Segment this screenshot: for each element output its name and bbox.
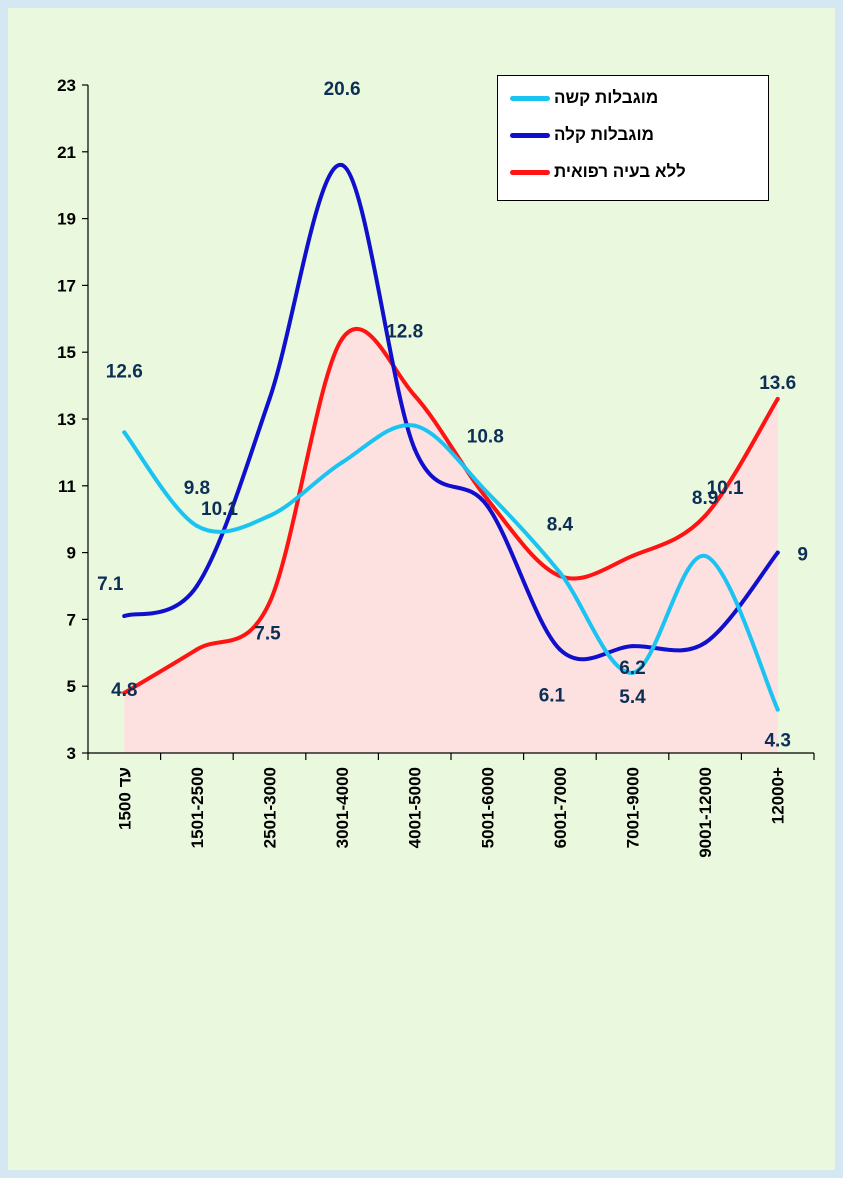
data-point <box>630 670 635 675</box>
y-tick-label: 7 <box>67 610 76 629</box>
y-tick-label: 13 <box>57 410 76 429</box>
data-point <box>485 503 490 508</box>
data-label: 6.2 <box>619 658 645 679</box>
x-tick-label: עד 1500 <box>115 767 134 830</box>
legend-swatch <box>510 169 550 175</box>
data-point <box>412 393 417 398</box>
legend-label: ללא בעיה רפואית <box>554 162 686 181</box>
data-label: 4.3 <box>764 731 790 752</box>
y-tick-label: 15 <box>57 343 76 362</box>
data-label: 9 <box>797 545 808 566</box>
legend-item: מוגבלות קשה <box>510 84 658 112</box>
y-tick-label: 23 <box>57 76 76 95</box>
data-point <box>485 490 490 495</box>
data-point <box>340 460 345 465</box>
area-fill <box>124 328 778 753</box>
data-point <box>122 430 127 435</box>
legend-swatch <box>510 95 550 101</box>
legend-label: מוגבלות קלה <box>554 125 654 144</box>
y-tick-label: 17 <box>57 276 76 295</box>
data-label: 6.1 <box>539 685 566 706</box>
legend-item: ללא בעיה רפואית <box>510 158 686 186</box>
data-point <box>630 644 635 649</box>
x-tick-label: 7001-9000 <box>624 767 643 848</box>
data-point <box>412 447 417 452</box>
y-tick-label: 19 <box>57 210 76 229</box>
y-tick-label: 21 <box>57 143 76 162</box>
data-label: 9.8 <box>184 478 210 499</box>
data-label: 8.4 <box>547 515 574 536</box>
data-point <box>267 396 272 401</box>
data-point <box>340 163 345 168</box>
x-tick-label: 12000+ <box>769 767 788 824</box>
data-point <box>194 647 199 652</box>
data-point <box>122 614 127 619</box>
chart-frame: 3 5 7 9 11 13 15 17 19 21 23 עד 1500 1501-2500 2501-3… <box>8 8 835 1170</box>
y-tick-label: 5 <box>67 677 76 696</box>
data-label: 5.4 <box>619 687 646 708</box>
data-point <box>775 707 780 712</box>
data-point <box>194 523 199 528</box>
data-point <box>267 513 272 518</box>
data-point <box>194 584 199 588</box>
data-label: 13.6 <box>759 373 796 394</box>
legend: מוגבלות קשה מוגבלות קלה ללא בעיה רפואית <box>497 75 769 201</box>
data-label: 4.8 <box>111 680 137 701</box>
data-label: 7.5 <box>254 624 281 645</box>
y-tick-label: 11 <box>58 477 76 496</box>
data-label: 10.1 <box>201 499 238 520</box>
x-tick-label: 3001-4000 <box>333 767 352 848</box>
x-tick-label: 5001-6000 <box>478 767 497 848</box>
data-point <box>703 513 708 518</box>
legend-label: מוגבלות קשה <box>554 88 659 107</box>
data-point <box>340 336 345 341</box>
data-point <box>775 550 780 555</box>
x-tick-label: 4001-5000 <box>406 767 425 848</box>
data-label: 7.1 <box>97 574 124 595</box>
x-tick-label: 6001-7000 <box>551 767 570 848</box>
legend-item: מוגבלות קלה <box>510 121 654 149</box>
series-line <box>122 327 780 695</box>
x-tick-label: 1501-2500 <box>188 767 207 848</box>
data-point <box>775 396 780 401</box>
y-tick-label: 3 <box>67 744 76 763</box>
line-chart: 3 5 7 9 11 13 15 17 19 21 23 עד 1500 1501-2500 2501-3… <box>57 76 815 858</box>
data-label: 12.6 <box>106 361 143 382</box>
data-point <box>485 497 490 502</box>
data-point <box>630 553 635 558</box>
data-point <box>703 640 708 645</box>
data-label: 10.8 <box>467 426 504 447</box>
data-point <box>557 570 562 575</box>
data-point <box>412 423 417 428</box>
x-tick-label: 2501-3000 <box>261 767 280 848</box>
data-point <box>703 553 708 558</box>
data-point <box>122 690 127 695</box>
data-label: 20.6 <box>324 79 361 100</box>
y-tick-label: 9 <box>67 544 76 563</box>
series-line <box>122 423 780 712</box>
data-label: 10.1 <box>707 478 744 499</box>
x-tick-label: 9001-12000 <box>696 767 715 858</box>
legend-swatch <box>510 132 550 138</box>
data-point <box>267 600 272 605</box>
data-point <box>557 647 562 652</box>
data-label: 12.8 <box>386 322 423 343</box>
data-label: 8.9 <box>692 488 718 509</box>
